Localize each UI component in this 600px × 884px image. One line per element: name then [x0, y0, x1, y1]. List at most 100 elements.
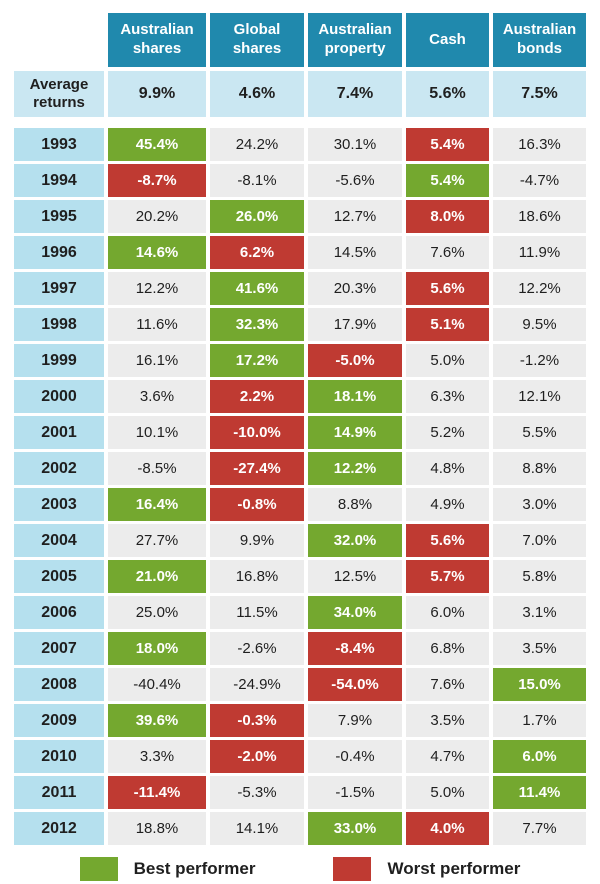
- value-cell-2006-col0: 25.0%: [108, 596, 206, 629]
- header-row: Australian shares Global shares Australi…: [14, 13, 586, 67]
- value-cell-1999-col4: -1.2%: [493, 344, 586, 377]
- col-header-australian-property: Australian property: [308, 13, 402, 67]
- value-cell-2010-col2: -0.4%: [308, 740, 402, 773]
- year-label-1996: 1996: [14, 236, 104, 269]
- value-cell-1997-col4: 12.2%: [493, 272, 586, 305]
- year-label-2003: 2003: [14, 488, 104, 521]
- year-label-1995: 1995: [14, 200, 104, 233]
- value-cell-2002-col2: 12.2%: [308, 452, 402, 485]
- value-cell-1994-col0: -8.7%: [108, 164, 206, 197]
- header-spacer: [14, 13, 104, 67]
- value-cell-1998-col0: 11.6%: [108, 308, 206, 341]
- value-cell-2010-col0: 3.3%: [108, 740, 206, 773]
- value-cell-2005-col1: 16.8%: [210, 560, 304, 593]
- value-cell-2000-col4: 12.1%: [493, 380, 586, 413]
- value-cell-1994-col1: -8.1%: [210, 164, 304, 197]
- value-cell-2010-col4: 6.0%: [493, 740, 586, 773]
- value-cell-2009-col3: 3.5%: [406, 704, 489, 737]
- value-cell-2003-col2: 8.8%: [308, 488, 402, 521]
- value-cell-2007-col1: -2.6%: [210, 632, 304, 665]
- value-cell-1995-col2: 12.7%: [308, 200, 402, 233]
- value-cell-2001-col4: 5.5%: [493, 416, 586, 449]
- value-cell-1993-col0: 45.4%: [108, 128, 206, 161]
- value-cell-2000-col3: 6.3%: [406, 380, 489, 413]
- yearly-returns-grid: 1993 45.4% 24.2% 30.1% 5.4% 16.3% 1994 -8.7% -8.…: [14, 128, 586, 845]
- value-cell-1993-col1: 24.2%: [210, 128, 304, 161]
- value-cell-2004-col2: 32.0%: [308, 524, 402, 557]
- value-cell-1995-col1: 26.0%: [210, 200, 304, 233]
- value-cell-1996-col4: 11.9%: [493, 236, 586, 269]
- value-cell-2001-col2: 14.9%: [308, 416, 402, 449]
- value-cell-1998-col2: 17.9%: [308, 308, 402, 341]
- value-cell-2000-col1: 2.2%: [210, 380, 304, 413]
- year-label-1997: 1997: [14, 272, 104, 305]
- average-cash: 5.6%: [406, 71, 489, 117]
- value-cell-2007-col4: 3.5%: [493, 632, 586, 665]
- value-cell-2011-col0: -11.4%: [108, 776, 206, 809]
- legend-item-worst: Worst performer: [333, 857, 520, 881]
- value-cell-1998-col1: 32.3%: [210, 308, 304, 341]
- value-cell-1999-col0: 16.1%: [108, 344, 206, 377]
- value-cell-1997-col1: 41.6%: [210, 272, 304, 305]
- year-label-1999: 1999: [14, 344, 104, 377]
- value-cell-2011-col1: -5.3%: [210, 776, 304, 809]
- average-returns-label: Average returns: [14, 71, 104, 117]
- year-label-2002: 2002: [14, 452, 104, 485]
- average-australian-property: 7.4%: [308, 71, 402, 117]
- value-cell-2012-col0: 18.8%: [108, 812, 206, 845]
- value-cell-2011-col4: 11.4%: [493, 776, 586, 809]
- value-cell-2009-col2: 7.9%: [308, 704, 402, 737]
- value-cell-1994-col2: -5.6%: [308, 164, 402, 197]
- value-cell-1999-col3: 5.0%: [406, 344, 489, 377]
- value-cell-2003-col1: -0.8%: [210, 488, 304, 521]
- value-cell-2002-col3: 4.8%: [406, 452, 489, 485]
- value-cell-1995-col4: 18.6%: [493, 200, 586, 233]
- value-cell-1998-col3: 5.1%: [406, 308, 489, 341]
- average-returns-row: Average returns 9.9% 4.6% 7.4% 5.6% 7.5%: [14, 71, 586, 117]
- value-cell-2012-col2: 33.0%: [308, 812, 402, 845]
- value-cell-1996-col0: 14.6%: [108, 236, 206, 269]
- value-cell-1995-col3: 8.0%: [406, 200, 489, 233]
- value-cell-2008-col1: -24.9%: [210, 668, 304, 701]
- value-cell-2002-col0: -8.5%: [108, 452, 206, 485]
- value-cell-2007-col3: 6.8%: [406, 632, 489, 665]
- col-header-australian-bonds: Australian bonds: [493, 13, 586, 67]
- value-cell-1993-col4: 16.3%: [493, 128, 586, 161]
- value-cell-2004-col3: 5.6%: [406, 524, 489, 557]
- average-australian-shares: 9.9%: [108, 71, 206, 117]
- best-performer-swatch: [79, 857, 118, 881]
- value-cell-2001-col1: -10.0%: [210, 416, 304, 449]
- value-cell-1997-col3: 5.6%: [406, 272, 489, 305]
- value-cell-2005-col4: 5.8%: [493, 560, 586, 593]
- average-australian-bonds: 7.5%: [493, 71, 586, 117]
- value-cell-2004-col4: 7.0%: [493, 524, 586, 557]
- value-cell-2008-col3: 7.6%: [406, 668, 489, 701]
- year-label-2010: 2010: [14, 740, 104, 773]
- value-cell-2000-col2: 18.1%: [308, 380, 402, 413]
- value-cell-2006-col4: 3.1%: [493, 596, 586, 629]
- value-cell-2006-col1: 11.5%: [210, 596, 304, 629]
- year-label-2011: 2011: [14, 776, 104, 809]
- year-label-2004: 2004: [14, 524, 104, 557]
- value-cell-1993-col2: 30.1%: [308, 128, 402, 161]
- value-cell-1999-col2: -5.0%: [308, 344, 402, 377]
- year-label-2012: 2012: [14, 812, 104, 845]
- value-cell-2001-col3: 5.2%: [406, 416, 489, 449]
- worst-performer-swatch: [333, 857, 372, 881]
- value-cell-2007-col0: 18.0%: [108, 632, 206, 665]
- value-cell-1998-col4: 9.5%: [493, 308, 586, 341]
- value-cell-1996-col3: 7.6%: [406, 236, 489, 269]
- value-cell-2005-col2: 12.5%: [308, 560, 402, 593]
- year-label-1998: 1998: [14, 308, 104, 341]
- value-cell-2008-col0: -40.4%: [108, 668, 206, 701]
- value-cell-2001-col0: 10.1%: [108, 416, 206, 449]
- value-cell-1999-col1: 17.2%: [210, 344, 304, 377]
- year-label-2006: 2006: [14, 596, 104, 629]
- value-cell-2012-col1: 14.1%: [210, 812, 304, 845]
- value-cell-2009-col0: 39.6%: [108, 704, 206, 737]
- value-cell-2003-col4: 3.0%: [493, 488, 586, 521]
- value-cell-2012-col3: 4.0%: [406, 812, 489, 845]
- value-cell-2006-col3: 6.0%: [406, 596, 489, 629]
- worst-performer-label: Worst performer: [387, 859, 521, 878]
